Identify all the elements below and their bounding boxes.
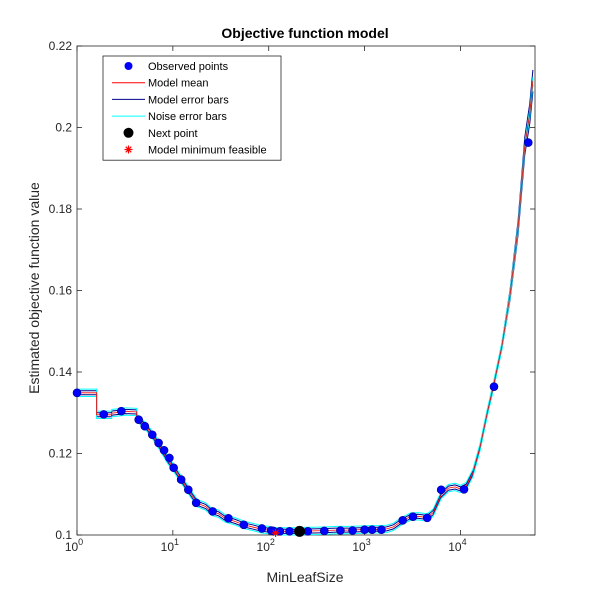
y-tick-label: 0.16 (49, 284, 73, 298)
observed-point (147, 430, 157, 440)
legend-swatch-dot (123, 127, 134, 138)
x-tick-label: 102 (257, 537, 275, 554)
chart-title: Objective function model (221, 25, 388, 41)
observed-point (319, 526, 329, 536)
observed-point (336, 526, 345, 535)
observed-point (398, 516, 408, 525)
observed-point (154, 438, 163, 448)
legend-label: Model error bars (148, 94, 229, 106)
observed-point (377, 525, 386, 535)
observed-point (72, 388, 82, 398)
observed-point (367, 525, 377, 535)
observed-point (191, 498, 201, 508)
observed-point (360, 525, 369, 535)
observed-point (99, 410, 109, 419)
observed-point (184, 485, 193, 495)
observed-point (348, 526, 357, 535)
observed-point (134, 415, 143, 424)
observed-point (459, 485, 469, 494)
legend-label: Observed points (148, 61, 229, 73)
observed-point (169, 463, 178, 473)
observed-point (224, 513, 233, 523)
y-tick-label: 0.2 (55, 121, 72, 135)
x-tick-label: 103 (352, 537, 370, 554)
y-tick-label: 0.1 (55, 528, 72, 542)
legend-swatch-star (124, 145, 133, 154)
observed-point (436, 485, 446, 495)
observed-point (408, 512, 418, 521)
observed-point (489, 382, 499, 391)
observed-point (140, 421, 150, 431)
y-tick-label: 0.12 (49, 447, 73, 461)
observed-point (176, 475, 186, 484)
legend: Observed points Model mean Model error bar… (102, 55, 282, 161)
y-tick-label: 0.22 (49, 39, 73, 53)
legend-label: Next point (148, 128, 198, 140)
legend-box (102, 55, 282, 161)
x-tick-label: 101 (161, 537, 179, 554)
legend-label: Model mean (148, 78, 209, 90)
observed-point (285, 527, 294, 536)
x-tick-label: 100 (65, 537, 83, 554)
observed-point (117, 406, 126, 416)
observed-point (239, 520, 249, 530)
legend-label: Model minimum feasible (148, 145, 267, 157)
observed-point (165, 453, 174, 463)
x-tick-label: 104 (448, 537, 466, 554)
legend-swatch-dot (124, 62, 133, 70)
x-axis-label: MinLeafSize (266, 569, 343, 585)
observed-point (257, 524, 267, 533)
next-point-marker (294, 525, 306, 537)
y-axis-label: Estimated objective function value (26, 182, 42, 394)
legend-label: Noise error bars (148, 111, 227, 123)
noise-error-upper (77, 76, 534, 529)
observed-point (208, 507, 217, 516)
model-minimum-marker (271, 528, 280, 537)
y-tick-label: 0.14 (49, 365, 73, 379)
observed-point (523, 138, 533, 147)
y-tick-label: 0.18 (49, 202, 73, 216)
observed-point (159, 445, 169, 455)
observed-point (422, 513, 432, 523)
